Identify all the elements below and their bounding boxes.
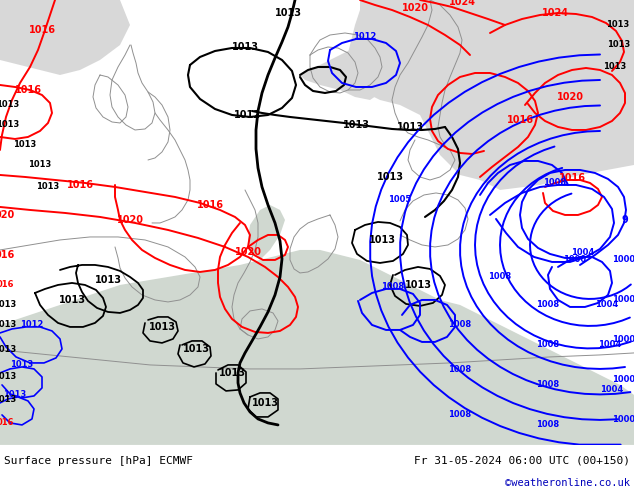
Text: 1020: 1020: [401, 3, 429, 13]
Text: 1008: 1008: [536, 300, 560, 310]
Text: 1013: 1013: [0, 100, 20, 109]
Polygon shape: [248, 205, 285, 260]
Text: 1000: 1000: [612, 295, 634, 304]
Text: 1008: 1008: [536, 341, 560, 349]
Polygon shape: [300, 45, 390, 100]
Text: 1008: 1008: [488, 272, 512, 281]
Polygon shape: [0, 0, 130, 75]
Text: 016: 016: [0, 418, 14, 427]
Text: 1013: 1013: [219, 368, 245, 378]
Text: 1013: 1013: [606, 21, 630, 29]
Text: 1013: 1013: [342, 120, 370, 130]
Text: 1013: 1013: [377, 172, 403, 182]
Text: 1016: 1016: [559, 173, 586, 183]
Text: 1016: 1016: [197, 200, 224, 210]
Text: 020: 020: [0, 210, 15, 220]
Text: 1020: 1020: [117, 215, 143, 225]
Text: 1008: 1008: [448, 320, 472, 329]
Text: 1013: 1013: [3, 391, 27, 399]
Text: 1020: 1020: [235, 247, 261, 257]
Text: 1020: 1020: [557, 92, 583, 102]
Text: 016: 016: [0, 280, 14, 290]
Text: 1013: 1013: [404, 280, 432, 290]
Text: 1013: 1013: [0, 121, 20, 129]
Text: 1013: 1013: [0, 395, 16, 404]
Text: 1012: 1012: [233, 110, 261, 120]
Text: 1008: 1008: [543, 178, 567, 188]
Text: 1013: 1013: [0, 300, 16, 310]
Text: 1000: 1000: [612, 375, 634, 385]
Text: 1013: 1013: [368, 235, 396, 245]
Text: 1016: 1016: [67, 180, 93, 190]
Text: 1008: 1008: [448, 366, 472, 374]
Text: 1013: 1013: [0, 320, 16, 329]
Text: 016: 016: [0, 250, 15, 260]
Text: 1004: 1004: [598, 341, 621, 349]
Text: 1013: 1013: [0, 345, 16, 354]
Text: 1000: 1000: [612, 416, 634, 424]
Text: 1005: 1005: [389, 196, 411, 204]
Text: 1013: 1013: [0, 372, 16, 381]
Text: 1013: 1013: [231, 42, 259, 52]
Text: 1008: 1008: [536, 380, 560, 390]
Polygon shape: [0, 250, 634, 445]
Text: 1000: 1000: [612, 255, 634, 265]
Text: 1012: 1012: [353, 32, 377, 42]
Polygon shape: [345, 0, 634, 190]
Text: 1024: 1024: [448, 0, 476, 7]
Text: 1013: 1013: [29, 160, 51, 170]
Text: 1013: 1013: [36, 182, 60, 192]
Text: 1016: 1016: [29, 25, 56, 35]
Text: 1013: 1013: [58, 295, 86, 305]
Text: 1008: 1008: [536, 420, 560, 429]
Text: 1013: 1013: [148, 322, 176, 332]
Text: Fr 31-05-2024 06:00 UTC (00+150): Fr 31-05-2024 06:00 UTC (00+150): [414, 456, 630, 466]
Text: 1004: 1004: [571, 248, 595, 257]
Text: 1013: 1013: [604, 63, 626, 72]
Text: 1012: 1012: [20, 320, 44, 329]
Text: 1024: 1024: [541, 8, 569, 18]
Text: 1000: 1000: [612, 336, 634, 344]
Text: 1013: 1013: [183, 344, 209, 354]
Text: 1004: 1004: [600, 386, 624, 394]
Text: 1004: 1004: [595, 300, 619, 310]
Text: 1008: 1008: [448, 411, 472, 419]
Text: 1013: 1013: [275, 8, 302, 18]
Text: ©weatheronline.co.uk: ©weatheronline.co.uk: [505, 478, 630, 488]
Text: 1000: 1000: [564, 255, 586, 265]
Text: 1013: 1013: [94, 275, 122, 285]
Text: 1016: 1016: [507, 115, 533, 125]
Text: 1013: 1013: [396, 122, 424, 132]
Text: 9: 9: [621, 215, 628, 225]
Text: 1008: 1008: [382, 282, 404, 292]
Text: 1013: 1013: [13, 141, 37, 149]
Text: 1013: 1013: [252, 398, 278, 408]
Text: 1013: 1013: [607, 41, 631, 49]
Text: 1013: 1013: [10, 361, 34, 369]
Text: 1016: 1016: [15, 85, 41, 95]
Text: Surface pressure [hPa] ECMWF: Surface pressure [hPa] ECMWF: [4, 456, 193, 466]
